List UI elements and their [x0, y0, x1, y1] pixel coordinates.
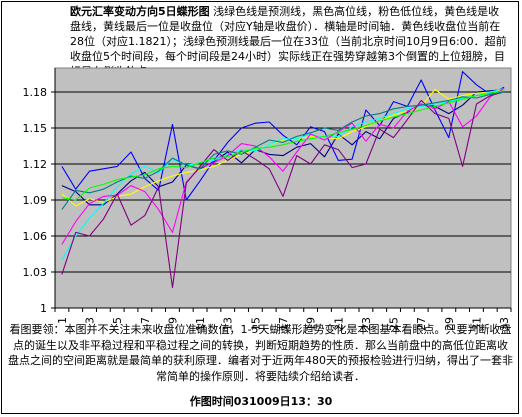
y-tick-label: 1.06: [23, 230, 48, 243]
series-line-1: [61, 89, 505, 206]
y-axis: 1 1.03 1.06 1.09 1.12 1.15 1.18: [23, 68, 56, 315]
y-tick-label: 1.15: [23, 122, 48, 135]
x-tick-label: 31: [470, 317, 483, 331]
x-tick-label: 33: [498, 317, 511, 331]
x-tick-label: 15: [249, 317, 262, 331]
series-line-4: [61, 87, 505, 261]
x-tick-label: 29: [443, 317, 456, 331]
x-tick-label: 9: [166, 317, 179, 324]
x-tick-label: 13: [222, 317, 235, 331]
series-line-6: [61, 91, 505, 289]
x-tick-label: 25: [388, 317, 401, 331]
x-tick-label: 3: [84, 317, 97, 324]
y-tick-label: 1: [40, 302, 47, 315]
reading-note: 看图要领：本图并不关注未来收盘位准确数值，1-5天蝴蝶形趋势变化是本图基本看眼点…: [8, 323, 513, 383]
series-line-3: [61, 88, 505, 207]
x-tick-label: 5: [111, 317, 124, 324]
y-tick-label: 1.18: [23, 86, 48, 99]
x-tick-label: 1: [56, 317, 69, 324]
x-tick-label: 11: [194, 317, 207, 331]
y-tick-label: 1.03: [23, 266, 48, 279]
x-tick-label: 23: [360, 317, 373, 331]
chart-title: 欧元汇率变动方向5日蝶形图: [70, 5, 210, 18]
timestamp: 作图时间031009日13：30: [189, 395, 333, 408]
x-tick-label: 27: [415, 317, 428, 331]
gridlines: [55, 91, 511, 273]
x-tick-label: 17: [277, 317, 290, 331]
series-line-2: [61, 71, 505, 201]
series-line-8: [61, 90, 505, 201]
y-tick-label: 1.12: [23, 158, 48, 171]
series-lines: [61, 71, 505, 289]
x-tick-label: 7: [139, 317, 152, 324]
x-axis: 1 3 5 7 9 11 13 15 17 19 21 23 25 27 29 31 33: [54, 307, 512, 331]
x-tick-label: 19: [305, 317, 318, 331]
x-tick-label: 21: [332, 317, 345, 331]
y-tick-label: 1.09: [23, 194, 48, 207]
